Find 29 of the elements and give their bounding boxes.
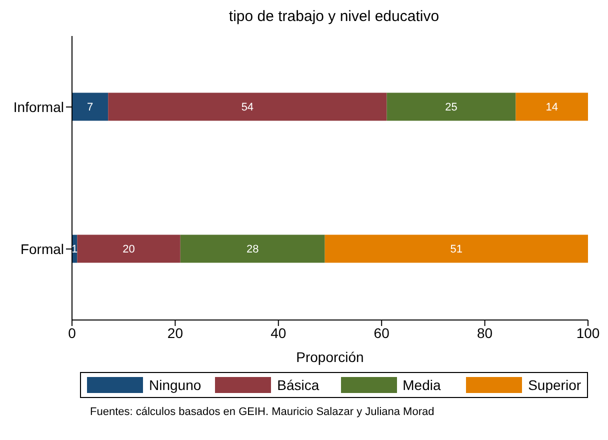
x-tick-label: 100: [576, 324, 600, 341]
data-label: 7: [86, 102, 94, 114]
x-tick-label: 20: [167, 324, 184, 341]
data-label: 51: [450, 244, 463, 256]
x-tick-label: 0: [68, 324, 76, 341]
data-label: 14: [546, 102, 558, 114]
legend-label: Ninguno: [149, 377, 202, 393]
bar: [180, 234, 325, 263]
x-tick-label: 60: [374, 324, 390, 341]
y-tick-label: Formal: [20, 240, 64, 257]
bar: [108, 92, 387, 121]
data-label: 54: [241, 102, 254, 114]
x-tick-label: 40: [270, 324, 286, 341]
legend-label: Media: [402, 377, 441, 393]
bar: [386, 92, 516, 121]
chart-title: tipo de trabajo y nivel educativo: [228, 8, 440, 27]
bar: [324, 234, 588, 263]
bar: [72, 92, 108, 121]
legend-label: Básica: [277, 377, 320, 393]
bar: [516, 92, 588, 121]
x-tick-label: 80: [477, 324, 493, 341]
legend-label: Superior: [528, 377, 582, 393]
x-axis-title: Proporción: [296, 349, 364, 365]
y-tick-label: Informal: [13, 98, 64, 115]
bar: [77, 234, 180, 263]
data-label: 25: [445, 102, 458, 114]
data-label: 20: [122, 244, 135, 256]
source-note: Fuentes: cálculos basados en GEIH. Mauricio Salazar y Juliana Morad: [89, 406, 436, 418]
data-label: 28: [246, 244, 259, 256]
